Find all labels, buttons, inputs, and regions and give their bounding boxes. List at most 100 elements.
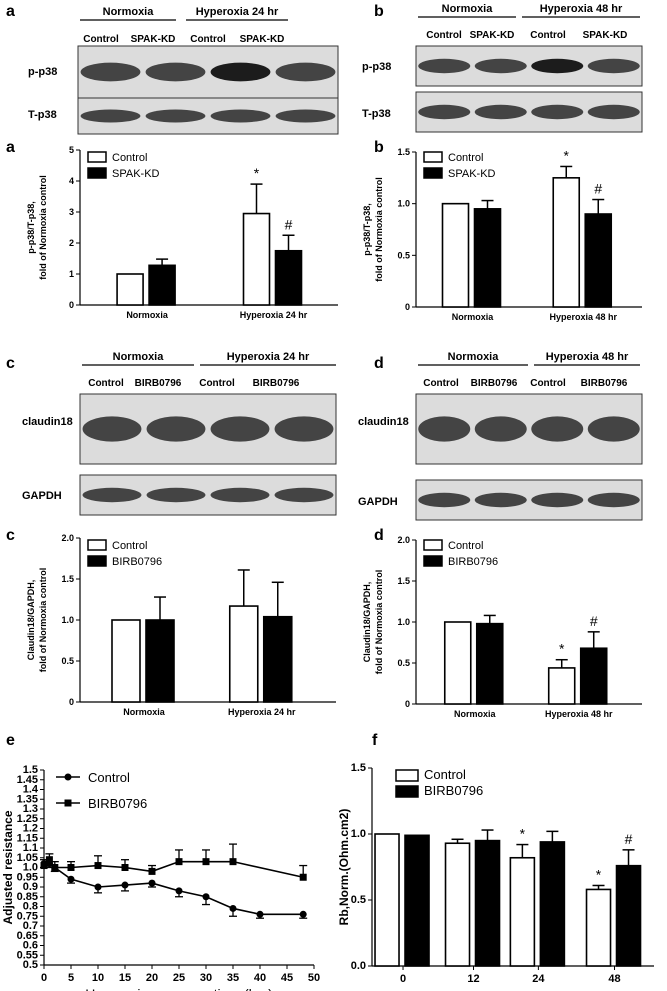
bar-birb0796 — [404, 834, 430, 967]
chart-e: Adjusted resistance — [1, 769, 315, 969]
y-axis-label-line: fold of Normoxia control — [38, 175, 48, 280]
blot-lane-label: Control — [530, 378, 566, 389]
x-tick-label: Normoxia — [123, 707, 166, 717]
blot-lane-label: SPAK-KD — [470, 30, 515, 41]
panel-label-d: d — [374, 355, 384, 372]
y-tick-label: 2 — [69, 238, 74, 248]
blot-lane-label: Control — [88, 378, 124, 389]
x-tick-label: 10 — [92, 972, 104, 984]
blot-band — [145, 109, 206, 123]
y-axis-label-line: Claudin18/GAPDH, — [362, 582, 372, 663]
y-axis-label-line: fold of Normoxia control — [374, 570, 384, 675]
y-tick-label: 1.25 — [17, 813, 38, 825]
x-tick-label: 15 — [119, 972, 131, 984]
blot-lane-label: BIRB0796 — [471, 378, 518, 389]
bar-birb0796 — [474, 839, 501, 967]
data-point — [256, 910, 264, 918]
significance-marker: # — [594, 181, 602, 197]
x-tick-label: 30 — [200, 972, 212, 984]
y-tick-label: 1.0 — [397, 617, 410, 627]
data-point — [121, 881, 129, 889]
panel-label-e: e — [6, 732, 15, 749]
x-tick-label: 40 — [254, 972, 266, 984]
x-axis-label: Hyperoxia exposure time (hrs) — [85, 986, 273, 991]
x-tick-label: 24 — [532, 973, 545, 985]
blot-group-header: Normoxia — [113, 351, 165, 363]
data-point — [202, 858, 210, 866]
data-point — [45, 856, 53, 864]
y-axis-label: Adjusted resistance — [1, 810, 15, 924]
bar-birb0796 — [475, 622, 504, 705]
legend-marker — [64, 773, 72, 781]
y-axis-label-line: fold of Normoxia control — [38, 568, 48, 673]
y-axis-label: p-p38/T-p38, fold of Normoxia control — [362, 177, 384, 282]
x-tick-label: Hyperoxia 48 hr — [545, 709, 613, 719]
x-tick-label: Normoxia — [126, 310, 169, 320]
y-tick-label: 1.2 — [23, 823, 38, 835]
blot-lane-label: SPAK-KD — [583, 30, 628, 41]
significance-marker: * — [596, 866, 602, 882]
blot-band — [210, 487, 270, 503]
y-tick-label: 0.75 — [17, 910, 38, 922]
bar-birb0796 — [615, 864, 642, 967]
x-tick-label: 50 — [308, 972, 320, 984]
y-tick-label: 1.0 — [397, 199, 410, 209]
blot-lane-label: BIRB0796 — [135, 378, 182, 389]
blot-band — [418, 416, 471, 442]
blot-band — [80, 62, 141, 82]
blot-group-header: Normoxia — [448, 351, 500, 363]
x-tick-label: 5 — [68, 972, 74, 984]
data-point — [148, 867, 156, 875]
y-axis-label-line: p-p38/T-p38, — [26, 201, 36, 254]
blot-band — [210, 109, 271, 123]
x-tick-label: 48 — [608, 973, 620, 985]
blot-lane-label: Control — [199, 378, 235, 389]
y-tick-label: 0.5 — [23, 959, 38, 971]
blot-group-header: Hyperoxia 48 hr — [546, 351, 629, 363]
bar-control — [509, 856, 536, 967]
blot-lane-label: BIRB0796 — [253, 378, 300, 389]
y-tick-label: 1.0 — [23, 862, 38, 874]
blot-band — [82, 416, 142, 442]
blot-band — [531, 104, 584, 120]
legend-swatch — [423, 539, 443, 551]
blot-band — [275, 109, 336, 123]
chart-a: p-p38/T-p38, fold of Normoxia control — [26, 149, 338, 306]
blot-group-header: Hyperoxia 24 hr — [227, 351, 310, 363]
significance-marker: * — [254, 165, 260, 181]
chart-f: Rb,Norm.(Ohm.cm2) — [337, 767, 654, 970]
x-tick-label: Hyperoxia 48 hr — [549, 312, 617, 322]
bar-control — [116, 273, 144, 306]
legend-label: Control — [112, 540, 147, 552]
series-line-birb0796 — [43, 858, 304, 879]
significance-marker: # — [590, 613, 598, 629]
blot-band — [418, 58, 471, 74]
x-tick-label: 35 — [227, 972, 239, 984]
y-tick-label: 0.6 — [23, 940, 38, 952]
y-tick-label: 2.0 — [61, 533, 74, 543]
blot-row-label: GAPDH — [358, 496, 398, 508]
y-tick-label: 0.5 — [397, 658, 410, 668]
y-tick-label: 0.8 — [23, 901, 38, 913]
blot-band — [145, 62, 206, 82]
y-tick-label: 2.0 — [397, 535, 410, 545]
blot-lane-label: Control — [530, 30, 566, 41]
y-tick-label: 0.7 — [23, 920, 38, 932]
legend-swatch — [395, 785, 419, 798]
y-tick-label: 1.4 — [23, 784, 39, 796]
blot-band — [418, 492, 471, 508]
bar-control — [444, 842, 471, 967]
blot-band — [531, 58, 584, 74]
data-point — [175, 887, 183, 895]
y-tick-label: 1.3 — [23, 803, 38, 815]
x-tick-label: 25 — [173, 972, 185, 984]
data-point — [175, 858, 183, 866]
legend-label: Control — [424, 767, 466, 782]
data-point — [202, 893, 210, 901]
blot-band — [146, 416, 206, 442]
data-point — [229, 858, 237, 866]
significance-marker: # — [285, 216, 293, 232]
blot-group-header: Normoxia — [442, 3, 494, 15]
data-point — [94, 862, 102, 870]
